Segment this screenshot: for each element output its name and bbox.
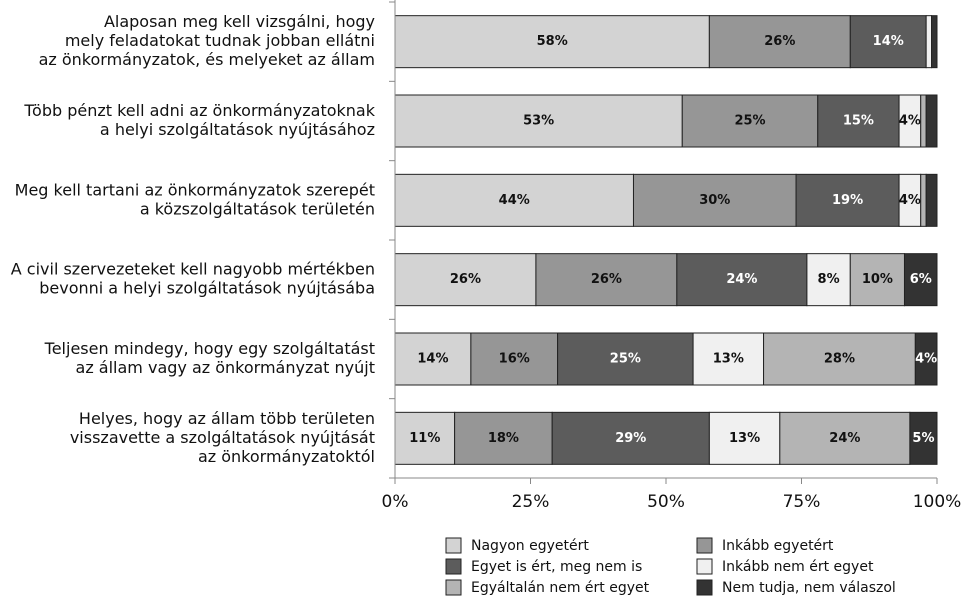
category-label: Helyes, hogy az állam több területen [79,409,375,428]
bar-segment [394,253,537,307]
value-label: 28% [824,352,855,367]
legend-label: Nem tudja, nem válaszol [722,580,896,596]
value-label: 24% [726,272,757,287]
value-label: 6% [910,272,932,287]
category-label: az állam vagy az önkormányzat nyújt [76,358,375,377]
bar-segment [925,173,938,227]
value-label: 26% [450,272,481,287]
bar-segment [914,332,938,386]
bar-segment [849,253,905,307]
value-label: 14% [873,34,904,49]
bar-segment [931,15,938,69]
bar-segment [806,253,851,307]
bar-segment [708,15,851,69]
value-label: 25% [610,352,641,367]
value-label: 26% [764,34,795,49]
value-label: 30% [699,193,730,208]
legend-label: Inkább egyetért [722,538,834,554]
legend-label: Egyáltalán nem ért egyet [471,580,650,596]
category-label: a közszolgáltatások területén [140,199,375,218]
value-label: 10% [862,272,893,287]
bar-segment [394,173,634,227]
bar-segment [779,411,911,465]
bar-segment [920,94,927,148]
value-label: 13% [713,352,744,367]
value-label: 24% [829,431,860,446]
bar-segment [903,253,938,307]
value-label: 53% [523,114,554,129]
bar-segment [632,173,797,227]
value-label: 18% [488,431,519,446]
legend-label: Inkább nem ért egyet [722,559,874,575]
category-label: Több pénzt kell adni az önkormányzatokna… [23,101,375,120]
x-tick-label: 50% [647,492,685,512]
value-label: 15% [843,114,874,129]
bar-segment [849,15,927,69]
bar-segment [676,253,808,307]
legend-swatch [696,558,713,575]
value-label: 8% [818,272,840,287]
value-label: 11% [409,431,440,446]
bar-segment [394,94,683,148]
bar-segment [557,332,694,386]
bar-segment [535,253,678,307]
x-tick-label: 100% [913,492,962,512]
value-label: 16% [499,352,530,367]
value-label: 26% [591,272,622,287]
category-label: A civil szervezeteket kell nagyobb mérté… [11,260,375,279]
bar-segment [925,15,933,69]
bar-segment [708,411,781,465]
category-label: Teljesen mindegy, hogy egy szolgáltatást [44,339,375,358]
category-label: visszavette a szolgáltatások nyújtását [70,428,375,447]
legend-swatch [696,579,713,596]
legend-swatch [445,537,462,554]
value-label: 4% [899,193,921,208]
bar-segment [909,411,938,465]
bar-segment [394,15,710,69]
bar-segment [394,411,456,465]
value-label: 19% [832,193,863,208]
value-label: 5% [912,431,934,446]
category-label: az önkormányzatok, és melyeket az állam [39,50,375,69]
value-label: 4% [899,114,921,129]
legend-swatch [696,537,713,554]
value-label: 4% [915,352,937,367]
bar-segment [551,411,710,465]
category-label: a helyi szolgáltatások nyújtásához [100,120,375,139]
x-tick-label: 0% [382,492,409,512]
category-label: mely feladatokat tudnak jobban ellátni [65,31,375,50]
category-label: bevonni a helyi szolgáltatások nyújtásáb… [39,279,375,298]
category-label: az önkormányzatoktól [198,447,375,466]
value-label: 29% [615,431,646,446]
value-label: 13% [729,431,760,446]
legend-swatch [445,579,462,596]
legend-label: Nagyon egyetért [471,538,589,554]
bar-segment [454,411,553,465]
bar-segment [925,94,938,148]
x-tick-label: 75% [783,492,821,512]
bar-segment [817,94,900,148]
x-tick-label: 25% [512,492,550,512]
bar-segment [470,332,559,386]
legend-swatch [445,558,462,575]
legend-label: Egyet is ért, meg nem is [471,559,642,575]
bar-segment [920,173,927,227]
category-label: Alaposan meg kell vizsgálni, hogy [104,12,375,31]
value-label: 25% [734,114,765,129]
value-label: 58% [537,34,568,49]
bar-segment [795,173,900,227]
category-label: Meg kell tartani az önkormányzatok szere… [15,180,375,199]
bar-segment [681,94,819,148]
value-label: 44% [499,193,530,208]
value-label: 14% [417,352,448,367]
